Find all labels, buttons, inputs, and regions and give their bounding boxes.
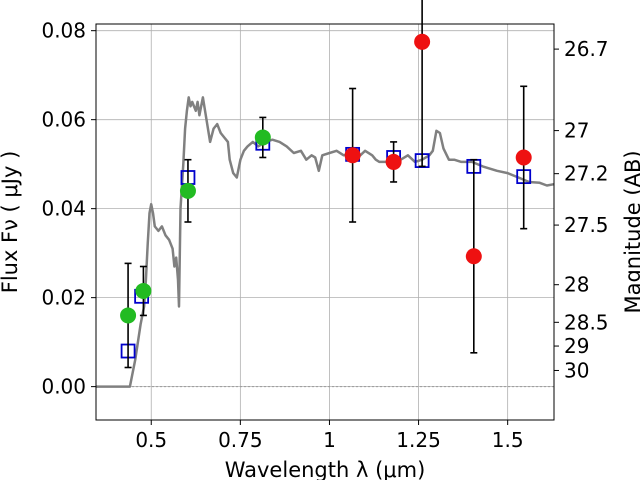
- x-tick-label: 1.5: [492, 428, 524, 452]
- right-tick-label: 26.7: [564, 37, 609, 61]
- y-tick-label: 0.02: [41, 286, 86, 310]
- observed-point: [515, 149, 532, 166]
- y-axis-ticks: 0.00 0.02 0.04 0.06 0.08: [41, 19, 96, 399]
- x-gridlines: [150, 24, 509, 420]
- x-axis-ticks: 0.5 0.75 1 1.25 1.5: [135, 420, 524, 452]
- observed-point: [120, 307, 137, 324]
- observed-points: [120, 33, 532, 324]
- right-axis-label: Magnitude (AB): [621, 150, 640, 313]
- observed-point: [414, 33, 431, 50]
- right-tick-label: 29: [564, 334, 589, 358]
- y-axis-label: Flux Fν ( μJy ): [0, 151, 22, 294]
- y-tick-label: 0.08: [41, 19, 86, 43]
- x-axis-label: Wavelength λ (μm): [225, 458, 426, 480]
- right-tick-label: 28.5: [564, 310, 609, 334]
- observed-point: [344, 147, 361, 164]
- observed-point: [385, 153, 402, 170]
- x-tick-label: 0.5: [135, 428, 167, 452]
- observed-point: [135, 282, 152, 299]
- y-tick-label: 0.04: [41, 197, 86, 221]
- plot-frame: [95, 23, 555, 421]
- y-tick-label: 0.06: [41, 108, 86, 132]
- model-spectrum-line: [96, 96, 555, 388]
- observed-point: [179, 182, 196, 199]
- x-tick-label: 0.75: [218, 428, 263, 452]
- y-gridlines: [96, 30, 554, 388]
- y-tick-label: 0.00: [41, 375, 86, 399]
- right-tick-label: 27: [564, 119, 589, 143]
- right-tick-label: 28: [564, 273, 589, 297]
- observed-point: [254, 129, 271, 146]
- right-tick-label: 30: [564, 358, 589, 382]
- observed-point: [465, 248, 482, 265]
- x-tick-label: 1: [323, 428, 336, 452]
- right-tick-label: 27.5: [564, 213, 609, 237]
- right-tick-label: 27.2: [564, 162, 609, 186]
- x-tick-label: 1.25: [396, 428, 441, 452]
